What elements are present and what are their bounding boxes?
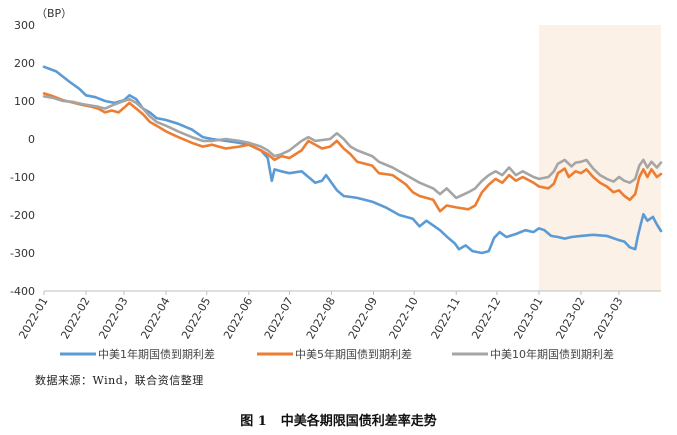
figure-title: 中美各期限国债利差率走势 xyxy=(280,414,437,429)
x-axis: 2022-01 2022-02 2022-03 2022-04 2022-05 2022-… xyxy=(16,290,661,341)
y-unit-label: （BP） xyxy=(36,7,72,20)
x-tick-label: 2022-05 xyxy=(179,295,213,341)
y-tick-label: -300 xyxy=(10,247,35,260)
y-axis: 300 200 100 0 -100 -200 -300 -400 xyxy=(10,19,35,298)
legend: 中美1年期国债到期利差 中美5年期国债到期利差 中美10年期国债到期利差 xyxy=(60,347,614,361)
y-tick-label: -100 xyxy=(10,171,35,184)
figure-caption: 图 1 中美各期限国债利差率走势 xyxy=(0,410,677,429)
y-tick-label: -400 xyxy=(10,285,35,298)
series-line-1 xyxy=(42,65,663,255)
legend-label-2: 中美5年期国债到期利差 xyxy=(295,347,412,361)
x-tick-label: 2022-10 xyxy=(387,295,421,341)
y-tick-label: 200 xyxy=(14,57,35,70)
y-tick-label: 300 xyxy=(14,19,35,32)
figure-number: 图 1 xyxy=(240,414,267,429)
x-tick-label: 2023-02 xyxy=(553,295,587,341)
highlight-2023-band xyxy=(538,25,661,291)
x-tick-label: 2022-02 xyxy=(58,295,92,341)
x-tick-label: 2022-07 xyxy=(262,295,296,341)
x-tick-label: 2022-06 xyxy=(221,295,255,341)
x-tick-label: 2022-01 xyxy=(16,295,50,341)
legend-label-1: 中美1年期国债到期利差 xyxy=(98,347,215,361)
x-tick-label: 2023-03 xyxy=(591,295,625,341)
x-tick-label: 2022-11 xyxy=(429,295,463,341)
series-line-2 xyxy=(42,92,663,213)
x-tick-label: 2022-04 xyxy=(138,295,172,341)
legend-label-3: 中美10年期国债到期利差 xyxy=(490,347,614,361)
y-tick-label: 0 xyxy=(28,133,35,146)
x-tick-label: 2022-12 xyxy=(469,295,503,341)
series-line-3 xyxy=(42,95,663,200)
x-tick-label: 2022-03 xyxy=(96,295,130,341)
x-tick-label: 2022-08 xyxy=(304,295,338,341)
series-layer xyxy=(42,65,663,255)
x-tick-label: 2023-01 xyxy=(511,295,545,341)
x-tick-label: 2022-09 xyxy=(346,295,380,341)
y-tick-label: 100 xyxy=(14,95,35,108)
source-note: 数据来源：Wind，联合资信整理 xyxy=(35,374,204,387)
y-tick-label: -200 xyxy=(10,209,35,222)
